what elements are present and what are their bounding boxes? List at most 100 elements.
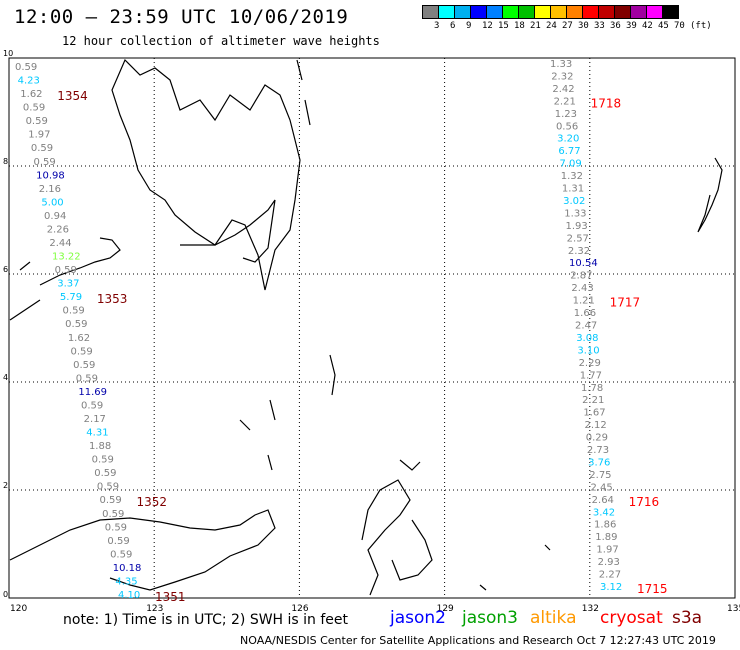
wave-height-value: 1.31: [562, 184, 584, 195]
wave-height-value: 2.32: [568, 246, 590, 257]
wave-height-value: 3.76: [588, 457, 610, 468]
wave-height-value: 1.33: [550, 59, 572, 70]
wave-height-value: 2.93: [598, 557, 620, 568]
coastlines: [9, 58, 723, 596]
wave-height-value: 5.00: [41, 197, 63, 208]
wave-height-value: 2.45: [590, 482, 612, 493]
wave-height-value: 2.75: [589, 470, 611, 481]
coastline-sulu-islands: [9, 237, 121, 321]
wave-height-value: 1.66: [574, 308, 596, 319]
legend-label: 12: [482, 21, 493, 31]
wave-height-value: 1.97: [28, 130, 50, 141]
wave-height-value: 2.43: [571, 283, 593, 294]
wave-height-value: 2.12: [585, 420, 607, 431]
wave-height-value: 1.23: [555, 109, 577, 120]
y-tick-label: 2: [3, 481, 8, 490]
pass-time-label: 1352: [137, 495, 168, 509]
wave-height-value: 0.59: [100, 495, 122, 506]
x-tick-label: 132: [582, 604, 599, 614]
wave-height-value: 1.77: [580, 370, 602, 381]
wave-height-value: 2.44: [49, 238, 71, 249]
wave-height-value: 0.59: [15, 62, 37, 73]
satellite-name: jason3: [462, 608, 518, 628]
wave-height-value: 0.59: [102, 509, 124, 520]
legend-label: 33: [594, 21, 605, 31]
wave-height-value: 3.12: [600, 582, 622, 593]
wave-height-value: 3.10: [577, 345, 599, 356]
legend-label: 70: [674, 21, 685, 31]
wave-height-value: 4.35: [115, 576, 137, 587]
coastline-borneo-north: [9, 509, 276, 591]
coastline-halmahera: [361, 459, 433, 596]
wave-height-value: 0.59: [92, 455, 114, 466]
legend-label: 30: [578, 21, 589, 31]
wave-height-value: 1.62: [20, 89, 42, 100]
color-legend: 3 6 9 12 15 18 21 24 27 30 33 36 39 42 45 70 (ft): [422, 5, 712, 33]
wave-height-value: 0.59: [55, 265, 77, 276]
satellite-name: altika: [530, 608, 577, 628]
y-tick-label: 10: [3, 49, 13, 58]
legend-label: 18: [514, 21, 525, 31]
wave-height-value: 2.21: [582, 395, 604, 406]
legend-swatches: [422, 5, 679, 19]
wave-height-value: 0.59: [63, 306, 85, 317]
wave-height-value: 1.21: [573, 296, 595, 307]
legend-label: 6: [450, 21, 456, 31]
wave-height-value: 0.59: [110, 549, 132, 560]
wave-height-value: 3.08: [576, 333, 598, 344]
wave-height-value: 0.59: [94, 468, 116, 479]
wave-height-value: 0.56: [556, 121, 578, 132]
wave-height-value: 10.98: [36, 170, 65, 181]
wave-height-value: 0.59: [76, 373, 98, 384]
wave-height-value: 3.37: [57, 279, 79, 290]
wave-height-value: 1.67: [583, 408, 605, 419]
wave-height-value: 1.88: [89, 441, 111, 452]
wave-height-value: 2.16: [39, 184, 61, 195]
wave-height-value: 4.10: [118, 590, 140, 601]
wave-height-value: 2.57: [567, 233, 589, 244]
wave-height-value: 2.27: [599, 570, 621, 581]
pass-time-label: 1716: [629, 495, 660, 509]
coastline-islets: [239, 59, 551, 591]
wave-height-value: 0.59: [65, 319, 87, 330]
wave-height-value: 5.79: [60, 292, 82, 303]
coastline-mindanao: [111, 58, 301, 291]
legend-label: 45: [658, 21, 669, 31]
wave-height-value: 2.87: [570, 271, 592, 282]
map-subtitle: 12 hour collection of altimeter wave hei…: [62, 34, 380, 48]
wave-height-value: 3.02: [563, 196, 585, 207]
map-frame: [8, 57, 736, 599]
legend-labels: 3 6 9 12 15 18 21 24 27 30 33 36 39 42 45 70 (ft): [422, 19, 712, 33]
footer-credit: NOAA/NESDIS Center for Satellite Applica…: [240, 634, 716, 647]
pass-time-label: 1354: [57, 89, 88, 103]
lat-lon-grid: 120 123 126 129 132 135 0 2 4 6 8 10: [3, 49, 740, 614]
x-tick-label: 135: [727, 604, 740, 614]
wave-height-value: 0.59: [81, 400, 103, 411]
wave-height-value: 1.93: [565, 221, 587, 232]
map-title: 12:00 — 23:59 UTC 10/06/2019: [14, 6, 349, 28]
wave-height-value: 13.22: [52, 252, 81, 263]
wave-height-value: 2.32: [551, 71, 573, 82]
pass-time-label: 1718: [591, 96, 622, 110]
coastline-mindanao-south: [180, 199, 276, 263]
wave-height-value: 1.97: [596, 545, 618, 556]
wave-height-value: 10.54: [569, 258, 598, 269]
y-tick-label: 0: [3, 590, 8, 599]
satellite-name: jason2: [390, 608, 446, 628]
x-tick-label: 126: [291, 604, 308, 614]
wave-height-value: 3.42: [593, 507, 615, 518]
wave-height-value: 0.59: [33, 157, 55, 168]
y-tick-label: 8: [3, 157, 8, 166]
wave-height-value: 3.20: [557, 134, 579, 145]
wave-height-value: 11.69: [78, 387, 107, 398]
legend-label: 21: [530, 21, 541, 31]
wave-height-value: 1.86: [594, 520, 616, 531]
wave-height-value: 2.64: [592, 495, 614, 506]
wave-height-value: 4.31: [86, 428, 108, 439]
wave-height-value: 2.26: [47, 224, 69, 235]
satellite-name: cryosat: [600, 608, 663, 628]
satellite-name: s3a: [672, 608, 703, 628]
legend-label: 3: [434, 21, 440, 31]
wave-height-value: 2.17: [84, 414, 106, 425]
wave-height-value: 0.29: [586, 433, 608, 444]
